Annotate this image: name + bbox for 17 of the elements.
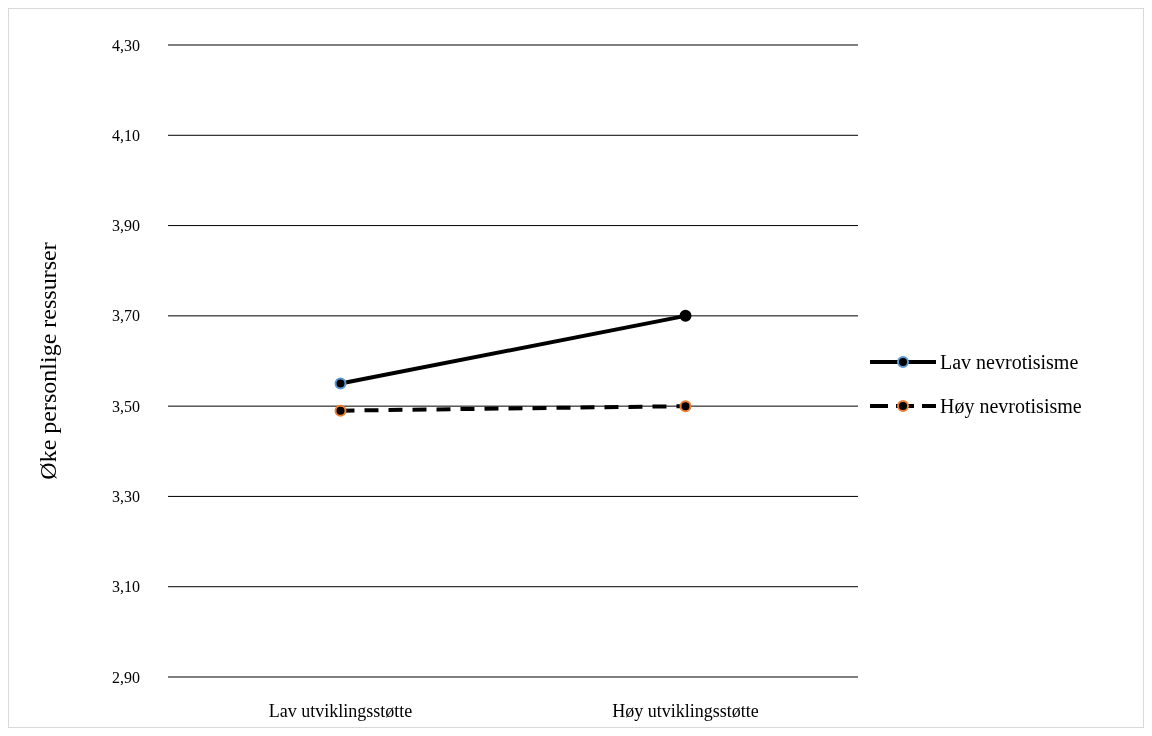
- legend-label: Høy nevrotisisme: [940, 395, 1082, 418]
- y-tick-label: 3,90: [112, 217, 140, 235]
- x-tick-label: Lav utviklingsstøtte: [268, 701, 413, 721]
- y-tick-label: 3,70: [112, 307, 140, 325]
- y-axis-title: Øke personlige ressurser: [35, 242, 61, 480]
- y-tick-label: 2,90: [112, 668, 140, 686]
- point: [679, 400, 692, 413]
- legend-label: Lav nevrotisisme: [940, 351, 1079, 373]
- point: [334, 377, 347, 390]
- y-tick-label: 4,30: [112, 36, 140, 54]
- y-tick-label: 3,30: [112, 488, 140, 506]
- y-tick-label: 3,10: [112, 578, 140, 596]
- point: [679, 309, 692, 322]
- x-tick-label: Høy utviklingsstøtte: [612, 701, 759, 721]
- y-tick-label: 4,10: [112, 126, 140, 144]
- y-tick-label: 3,50: [112, 397, 140, 415]
- point: [334, 404, 347, 417]
